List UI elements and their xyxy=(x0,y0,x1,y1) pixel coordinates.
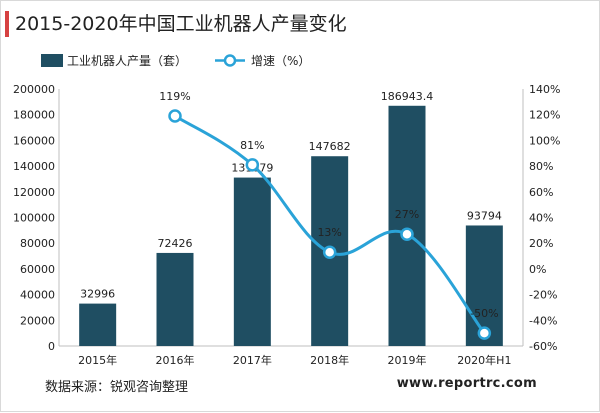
growth-value-label: 27% xyxy=(395,208,419,221)
bar xyxy=(233,177,271,346)
bar-value-label: 93794 xyxy=(467,209,502,222)
bar-value-label: 72426 xyxy=(158,237,193,250)
growth-marker xyxy=(245,158,260,172)
x-tick-label: 2015年 xyxy=(78,353,117,367)
x-tick-label: 2020年H1 xyxy=(457,353,511,367)
right-tick-label: -20% xyxy=(529,289,557,302)
growth-value-label: 81% xyxy=(240,139,264,152)
growth-marker xyxy=(400,227,414,241)
growth-value-label: 119% xyxy=(159,90,190,103)
right-tick-label: 20% xyxy=(529,237,553,250)
right-tick-label: 0% xyxy=(529,263,546,276)
x-tick-label: 2017年 xyxy=(233,353,272,367)
right-tick-label: 100% xyxy=(529,134,560,147)
right-tick-label: -60% xyxy=(529,340,557,353)
growth-marker xyxy=(477,326,492,340)
website-url: www.reportrc.com xyxy=(396,376,537,391)
left-tick-label: 40000 xyxy=(20,289,55,302)
growth-value-label: 13% xyxy=(317,226,341,239)
legend-swatch-bar xyxy=(41,54,63,67)
legend-label-bar: 工业机器人产量（套） xyxy=(67,54,187,68)
legend-label-line: 增速（%） xyxy=(251,54,310,68)
growth-value-label: -50% xyxy=(470,307,498,320)
data-source: 数据来源：锐观咨询整理 xyxy=(45,380,189,395)
left-tick-label: 120000 xyxy=(13,186,55,199)
left-tick-label: 140000 xyxy=(13,160,55,173)
left-tick-label: 160000 xyxy=(13,134,55,147)
bar xyxy=(156,252,194,346)
growth-marker xyxy=(322,245,337,259)
legend-marker-line xyxy=(223,54,237,67)
growth-marker xyxy=(168,109,182,123)
bar-value-label: 32996 xyxy=(80,288,115,301)
left-tick-label: 20000 xyxy=(20,314,55,327)
left-tick-label: 200000 xyxy=(13,83,55,96)
right-tick-label: 40% xyxy=(529,212,553,225)
chart-title: 2015-2020年中国工业机器人产量变化 xyxy=(15,13,347,35)
bar xyxy=(388,105,426,346)
bar xyxy=(465,225,503,346)
left-tick-label: 80000 xyxy=(20,237,55,250)
x-tick-label: 2019年 xyxy=(388,353,427,367)
x-tick-label: 2016年 xyxy=(156,353,195,367)
bar-value-label: 186943.4 xyxy=(381,90,434,103)
bar-value-label: 147682 xyxy=(309,140,351,153)
left-tick-label: 100000 xyxy=(13,212,55,225)
right-tick-label: 80% xyxy=(529,160,553,173)
left-tick-label: 60000 xyxy=(20,263,55,276)
right-tick-label: 140% xyxy=(529,83,560,96)
x-tick-label: 2018年 xyxy=(310,353,349,367)
title-accent-bar xyxy=(5,11,9,37)
left-tick-label: 0 xyxy=(48,340,55,353)
right-tick-label: 120% xyxy=(529,109,560,122)
bar xyxy=(79,303,117,346)
right-tick-label: 60% xyxy=(529,186,553,199)
right-tick-label: -40% xyxy=(529,314,557,327)
left-tick-label: 180000 xyxy=(13,109,55,122)
